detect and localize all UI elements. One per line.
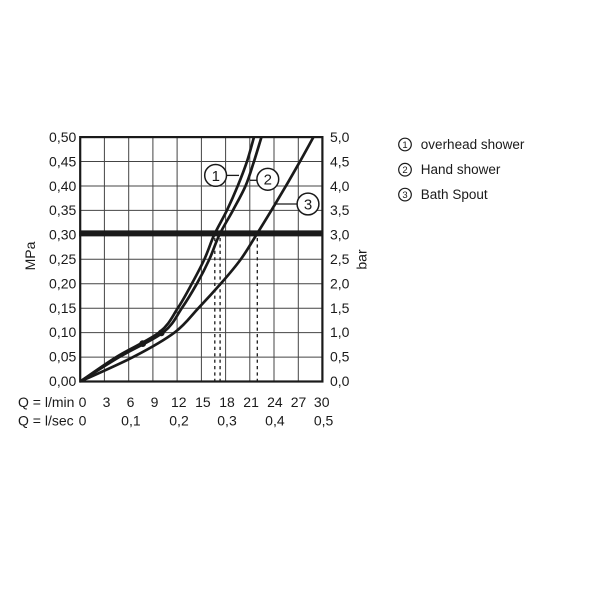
svg-text:1: 1 [402, 140, 407, 151]
svg-text:3,0: 3,0 [330, 227, 350, 243]
svg-text:0,15: 0,15 [49, 300, 76, 316]
svg-text:0,4: 0,4 [265, 413, 285, 429]
svg-text:2: 2 [264, 172, 272, 189]
svg-text:2: 2 [402, 165, 407, 176]
svg-text:0,3: 0,3 [217, 413, 237, 429]
svg-text:0,20: 0,20 [49, 275, 76, 291]
svg-text:0,50: 0,50 [49, 129, 76, 145]
svg-text:3: 3 [402, 190, 407, 201]
svg-text:3: 3 [304, 196, 312, 213]
svg-text:6: 6 [127, 394, 135, 410]
svg-text:1,0: 1,0 [330, 324, 350, 340]
svg-text:0,5: 0,5 [330, 349, 350, 365]
svg-text:27: 27 [291, 394, 307, 410]
svg-text:0,25: 0,25 [49, 251, 76, 267]
svg-text:9: 9 [151, 394, 159, 410]
svg-text:Bath Spout: Bath Spout [421, 187, 488, 202]
svg-text:0: 0 [79, 413, 87, 429]
svg-text:5,0: 5,0 [330, 129, 350, 145]
svg-text:0,1: 0,1 [121, 413, 141, 429]
svg-text:30: 30 [314, 394, 330, 410]
svg-text:bar: bar [353, 249, 369, 270]
svg-text:24: 24 [267, 394, 283, 410]
svg-text:0,00: 0,00 [49, 373, 76, 389]
svg-text:0: 0 [79, 394, 87, 410]
svg-text:0,05: 0,05 [49, 349, 76, 365]
svg-text:4,5: 4,5 [330, 153, 350, 169]
svg-text:21: 21 [243, 394, 259, 410]
svg-text:0,30: 0,30 [49, 227, 76, 243]
svg-text:Hand shower: Hand shower [421, 162, 501, 177]
svg-text:1,5: 1,5 [330, 300, 350, 316]
svg-text:12: 12 [171, 394, 187, 410]
svg-text:0,40: 0,40 [49, 178, 76, 194]
svg-text:0,35: 0,35 [49, 202, 76, 218]
svg-text:15: 15 [195, 394, 211, 410]
svg-text:4,0: 4,0 [330, 178, 350, 194]
svg-text:0,2: 0,2 [169, 413, 189, 429]
svg-text:2,5: 2,5 [330, 251, 350, 267]
svg-text:2,0: 2,0 [330, 275, 350, 291]
svg-text:0,45: 0,45 [49, 153, 76, 169]
svg-text:MPa: MPa [22, 241, 38, 270]
svg-text:1: 1 [212, 168, 220, 185]
svg-text:Q = l/sec: Q = l/sec [18, 413, 74, 429]
svg-text:0,0: 0,0 [330, 373, 350, 389]
svg-text:0,5: 0,5 [314, 413, 334, 429]
svg-text:3: 3 [103, 394, 111, 410]
svg-text:Q = l/min: Q = l/min [18, 394, 74, 410]
svg-text:0,10: 0,10 [49, 324, 76, 340]
svg-text:18: 18 [219, 394, 235, 410]
svg-text:overhead shower: overhead shower [421, 137, 525, 152]
svg-text:3,5: 3,5 [330, 202, 350, 218]
